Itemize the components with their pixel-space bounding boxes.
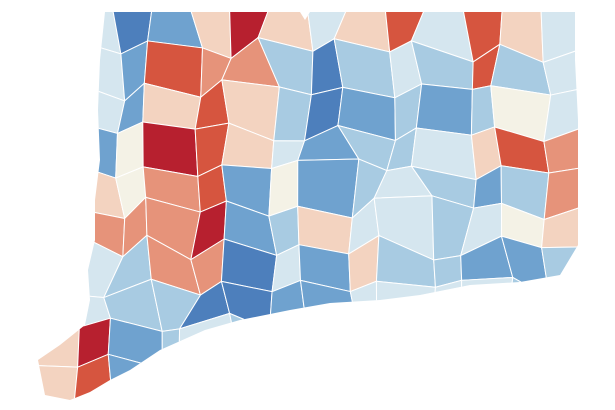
town bbox=[302, 354, 356, 400]
town bbox=[267, 354, 309, 400]
town bbox=[415, 83, 473, 136]
town bbox=[541, 246, 578, 299]
town bbox=[540, 12, 578, 64]
town bbox=[38, 12, 75, 51]
town bbox=[450, 319, 508, 377]
town bbox=[38, 121, 75, 169]
town bbox=[528, 314, 578, 367]
town bbox=[505, 276, 551, 341]
town bbox=[38, 161, 70, 209]
town bbox=[228, 312, 274, 378]
town bbox=[38, 285, 80, 328]
town bbox=[151, 356, 192, 400]
town bbox=[423, 360, 464, 400]
town bbox=[38, 325, 80, 368]
town bbox=[38, 205, 80, 248]
town bbox=[542, 48, 578, 96]
town bbox=[375, 280, 436, 335]
towns bbox=[38, 12, 578, 400]
town bbox=[376, 323, 434, 378]
town bbox=[38, 37, 71, 90]
town bbox=[528, 285, 578, 327]
town bbox=[354, 323, 381, 371]
town bbox=[38, 77, 75, 130]
town bbox=[543, 88, 578, 143]
town bbox=[543, 127, 578, 174]
town bbox=[178, 357, 240, 400]
town bbox=[69, 12, 122, 55]
town bbox=[543, 167, 578, 221]
town bbox=[431, 319, 462, 379]
town bbox=[302, 322, 359, 370]
town bbox=[229, 359, 274, 400]
town bbox=[450, 360, 508, 400]
town bbox=[541, 206, 578, 249]
town bbox=[161, 328, 181, 370]
town bbox=[501, 354, 542, 400]
town bbox=[432, 279, 463, 335]
town bbox=[379, 356, 433, 400]
town bbox=[505, 313, 542, 377]
town bbox=[540, 354, 578, 400]
town bbox=[38, 364, 79, 400]
town bbox=[460, 276, 514, 340]
town bbox=[107, 353, 163, 400]
town bbox=[38, 234, 80, 296]
town bbox=[345, 356, 386, 400]
town bbox=[268, 322, 307, 378]
